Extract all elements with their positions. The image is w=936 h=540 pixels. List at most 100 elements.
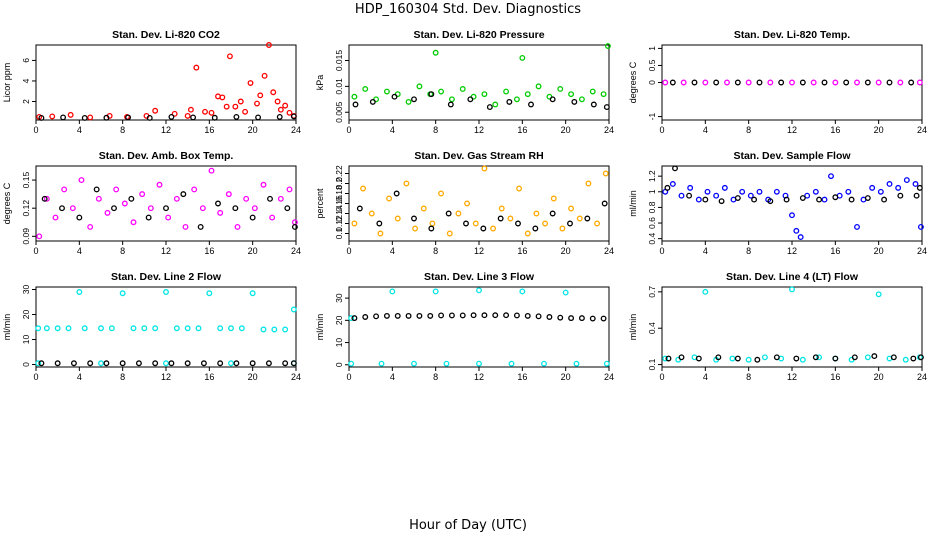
data-point xyxy=(282,326,289,333)
subplot-9: Stan. Dev. Line 4 (LT) Flow 0 4 8 12 16 20 24 0.… xyxy=(628,271,927,382)
data-point xyxy=(519,288,526,295)
data-point xyxy=(98,360,104,367)
data-point xyxy=(438,312,445,319)
data-point xyxy=(895,184,902,191)
data-point xyxy=(81,114,88,121)
data-point xyxy=(789,212,795,219)
data-point xyxy=(832,194,839,201)
data-point xyxy=(476,287,482,294)
data-point xyxy=(376,220,383,227)
data-point xyxy=(524,91,531,98)
data-point xyxy=(532,225,539,232)
data-point xyxy=(290,360,297,367)
data-point xyxy=(211,114,218,121)
y-tick-label: 1 xyxy=(647,46,657,51)
y-tick-label: 0 xyxy=(647,80,657,85)
x-tick-label: 24 xyxy=(917,372,927,382)
x-tick-label: 12 xyxy=(787,372,797,382)
plot-frame xyxy=(348,165,610,242)
data-point xyxy=(255,114,262,121)
y-tick-label: 0.1 xyxy=(647,358,657,370)
data-point xyxy=(854,79,860,86)
y-axis-label: ml/min xyxy=(628,314,638,341)
data-point xyxy=(217,360,224,367)
data-point xyxy=(119,360,126,367)
data-point xyxy=(821,79,828,86)
data-point xyxy=(165,214,172,221)
y-axis-label: percent xyxy=(315,188,325,219)
data-point xyxy=(173,325,180,332)
data-point xyxy=(52,214,59,221)
x-tick-label: 16 xyxy=(204,372,214,382)
data-point xyxy=(265,360,272,367)
data-point xyxy=(686,192,693,199)
x-tick-label: 16 xyxy=(830,372,840,382)
y-axis-label: ml/min xyxy=(315,314,325,341)
data-point xyxy=(603,104,610,111)
data-point xyxy=(799,195,806,201)
subplot-8: Stan. Dev. Line 3 Flow 0 4 8 12 16 20 24 0 10 20 30… xyxy=(315,271,614,382)
x-tick-label: 4 xyxy=(703,372,708,382)
data-point xyxy=(721,184,728,191)
data-point xyxy=(508,360,515,367)
data-point xyxy=(405,98,412,105)
data-point xyxy=(369,98,376,105)
x-axis-label: Hour of Day (UTC) xyxy=(409,518,527,533)
x-tick-label: 8 xyxy=(433,125,438,135)
x-tick-label: 4 xyxy=(77,246,82,256)
data-point xyxy=(111,205,117,212)
x-tick-label: 8 xyxy=(120,125,125,135)
data-point xyxy=(816,196,823,203)
data-point xyxy=(208,167,215,174)
data-point xyxy=(812,188,819,195)
x-tick-label: 8 xyxy=(746,246,751,256)
data-point xyxy=(267,195,273,202)
data-point xyxy=(559,225,566,232)
data-point xyxy=(152,107,159,114)
data-point xyxy=(589,88,596,95)
data-point xyxy=(481,165,488,172)
data-point xyxy=(590,101,597,108)
data-point xyxy=(225,191,232,198)
subplot-2: Stan. Dev. Li-820 Pressure 0 4 8 12 16 20 24 0.0… xyxy=(315,29,614,135)
data-point xyxy=(394,312,401,319)
subplot-title: Stan. Dev. Li-820 Pressure xyxy=(413,29,544,41)
data-point xyxy=(416,83,423,90)
data-point xyxy=(69,205,76,212)
x-tick-label: 8 xyxy=(433,246,438,256)
data-point xyxy=(600,315,607,322)
data-point xyxy=(897,79,904,86)
data-point xyxy=(903,177,910,184)
y-tick-label: 0.005 xyxy=(334,101,344,123)
data-point xyxy=(812,354,819,361)
plot-frame xyxy=(661,44,923,121)
x-tick-label: 16 xyxy=(517,246,527,256)
data-point xyxy=(797,234,804,241)
data-point xyxy=(428,91,435,98)
data-point xyxy=(680,79,687,86)
data-point xyxy=(356,205,363,212)
y-axis-label: kPa xyxy=(315,75,325,91)
x-tick-label: 4 xyxy=(703,125,708,135)
data-point xyxy=(864,79,871,86)
data-point xyxy=(103,360,110,367)
data-point xyxy=(113,186,120,193)
y-tick-label: 0.5 xyxy=(647,59,657,71)
data-point xyxy=(897,192,904,199)
data-point xyxy=(875,291,882,298)
data-point xyxy=(713,79,720,86)
data-point xyxy=(515,220,521,227)
data-point xyxy=(193,64,200,71)
data-point xyxy=(389,288,396,295)
data-point xyxy=(260,181,267,188)
data-point xyxy=(135,360,142,367)
data-point xyxy=(171,110,178,117)
data-point xyxy=(168,113,175,120)
x-tick-label: 0 xyxy=(33,246,38,256)
data-point xyxy=(282,360,289,367)
x-tick-label: 16 xyxy=(517,125,527,135)
data-point xyxy=(464,200,471,207)
data-point xyxy=(908,79,915,86)
y-tick-label: 0 xyxy=(21,362,31,367)
